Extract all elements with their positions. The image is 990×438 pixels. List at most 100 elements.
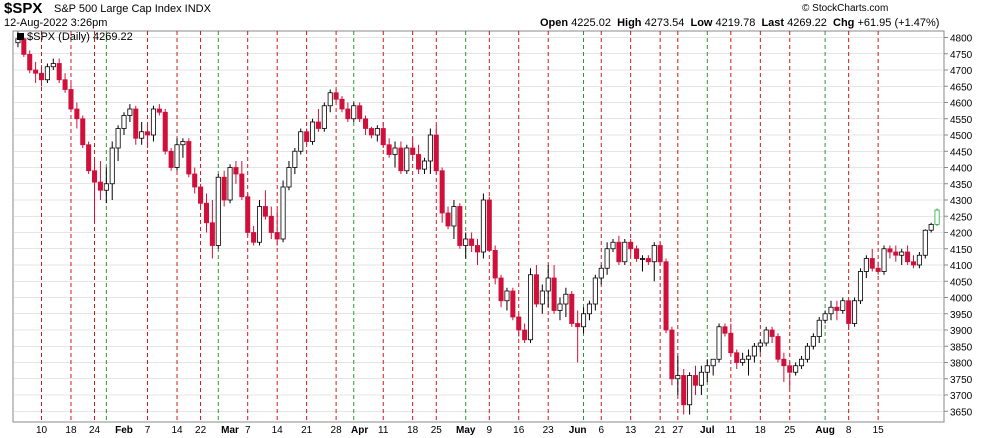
candle-body <box>881 248 887 272</box>
candle-body <box>716 326 722 360</box>
candle <box>392 141 398 168</box>
candle <box>198 183 204 207</box>
candle-body <box>198 186 204 204</box>
candle-body <box>274 232 280 240</box>
candle-body <box>734 352 740 363</box>
candle <box>816 317 822 343</box>
candle-body <box>239 173 245 198</box>
x-tick-label: 18 <box>65 425 77 436</box>
candle <box>298 128 304 155</box>
candle-body <box>416 154 422 170</box>
candle-body <box>180 141 186 146</box>
candle <box>203 193 210 233</box>
y-tick-label: 4250 <box>950 212 973 223</box>
candle <box>416 144 422 174</box>
candle-body <box>80 118 86 146</box>
candle <box>533 265 539 308</box>
candle-body <box>74 108 80 120</box>
candle <box>740 352 746 366</box>
candle-body <box>492 249 498 279</box>
x-tick-label: 15 <box>873 425 885 436</box>
y-tick-label: 3700 <box>950 391 973 402</box>
candle-body <box>44 66 50 81</box>
candle-body <box>704 365 710 373</box>
candle <box>33 61 39 83</box>
candle-body <box>698 371 704 386</box>
candle <box>704 359 710 382</box>
x-tick-label: Apr <box>351 425 368 436</box>
candle-body <box>928 223 934 231</box>
candle-body <box>545 277 551 292</box>
candle <box>27 50 33 74</box>
candle-body <box>657 245 663 263</box>
y-tick-label: 3950 <box>950 310 973 321</box>
candle <box>315 109 321 132</box>
candle <box>698 365 704 395</box>
last-label: Last <box>761 17 785 29</box>
candle-body <box>433 134 439 172</box>
x-tick-label: 7 <box>245 425 251 436</box>
candle-body <box>351 105 357 120</box>
candle-body <box>62 79 68 90</box>
candle-body <box>598 267 604 279</box>
candle-body <box>663 261 669 331</box>
candle-body <box>421 160 427 170</box>
x-tick-label: 14 <box>171 425 183 436</box>
last-value: 4269.22 <box>787 17 827 29</box>
candle-body <box>781 358 787 367</box>
candle <box>840 297 846 314</box>
candle <box>522 323 528 343</box>
candle <box>180 138 186 158</box>
y-tick-label: 3850 <box>950 342 973 353</box>
candle-body <box>227 167 233 201</box>
y-tick-label: 4500 <box>950 131 973 142</box>
candle <box>922 229 928 259</box>
candle-body <box>150 108 156 136</box>
x-tick-label: Mar <box>221 425 239 436</box>
candle-body <box>321 105 327 129</box>
candle-body <box>245 196 251 233</box>
candle-body <box>427 134 433 162</box>
candle <box>80 115 86 148</box>
candle <box>433 125 439 174</box>
candle <box>893 245 899 262</box>
candle <box>345 102 351 122</box>
candle <box>769 326 775 343</box>
candle <box>563 287 569 317</box>
candle <box>516 313 522 337</box>
candle <box>97 161 103 200</box>
candle-body <box>127 108 133 116</box>
candle <box>292 148 298 174</box>
candle-body <box>634 248 640 259</box>
y-tick-label: 4000 <box>950 294 973 305</box>
candle-body <box>687 375 693 406</box>
x-tick-label: 25 <box>784 425 796 436</box>
x-tick-label: 11 <box>378 425 389 436</box>
candle <box>74 102 80 129</box>
candle-body <box>575 323 581 328</box>
candle <box>321 102 327 132</box>
candle <box>622 239 628 265</box>
candle <box>56 58 62 83</box>
x-tick-label: 8 <box>846 425 852 436</box>
candle <box>286 161 292 191</box>
high-label: High <box>617 17 642 29</box>
x-tick-label: 11 <box>726 425 737 436</box>
candle-body <box>628 241 634 250</box>
candle-body <box>675 375 681 380</box>
candle <box>398 141 404 174</box>
candle <box>834 300 840 321</box>
candle-body <box>592 277 598 305</box>
candle-body <box>586 303 592 315</box>
candle-body <box>645 258 651 263</box>
candle-body <box>115 128 121 149</box>
candle-body <box>186 141 192 175</box>
x-tick-label: 18 <box>755 425 767 436</box>
candle <box>115 125 121 161</box>
candle <box>592 274 598 311</box>
candle-body <box>622 241 628 263</box>
candle <box>710 358 716 376</box>
candle <box>251 226 257 246</box>
candle <box>822 310 828 324</box>
